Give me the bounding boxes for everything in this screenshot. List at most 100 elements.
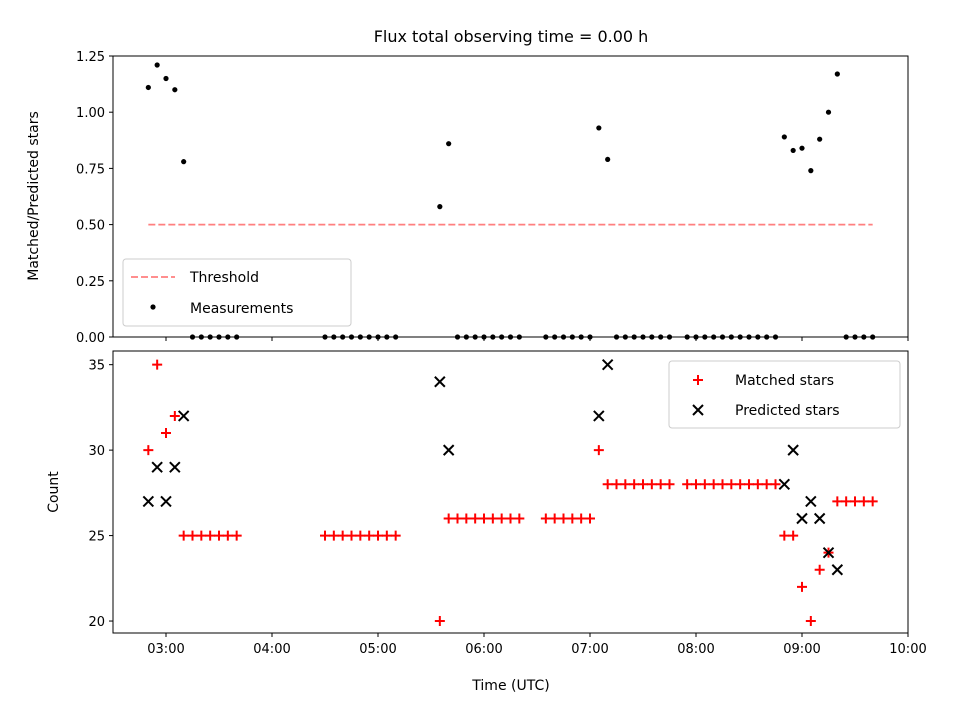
matched-point	[832, 496, 843, 507]
matched-point	[558, 513, 569, 524]
top-legend	[122, 258, 352, 327]
measurement-point	[834, 71, 840, 77]
top-panel: 0.00 0.25 0.50 0.75 1.00 1.25 Threshold Measure…	[76, 50, 909, 346]
legend-measurement-label: Measurements	[190, 301, 293, 317]
bottom-x-tick-label: 07:00	[571, 642, 608, 657]
bottom-x-tick-label: 03:00	[147, 642, 184, 657]
matched-point	[187, 530, 198, 541]
bottom-y-axis-label: Count	[46, 471, 62, 513]
matched-point	[328, 530, 339, 541]
matched-point	[169, 410, 180, 421]
predicted-point	[778, 478, 791, 491]
legend-predicted-label: Predicted stars	[735, 403, 840, 419]
matched-point	[752, 479, 763, 490]
matched-point	[726, 479, 737, 490]
matched-point	[487, 513, 498, 524]
legend-predicted-swatch	[692, 404, 704, 416]
matched-point	[479, 513, 489, 524]
top-y-tick-label: 0.25	[76, 275, 105, 290]
matched-point	[593, 445, 604, 456]
measurement-point	[605, 156, 611, 163]
predicted-point	[142, 495, 155, 508]
matched-point	[638, 479, 648, 490]
bottom-frame	[112, 350, 909, 634]
matched-point	[646, 479, 657, 490]
predicted-point	[151, 461, 163, 473]
predicted-point	[177, 410, 190, 422]
top-y-tick-label: 1.00	[76, 106, 105, 121]
measurement-point	[163, 75, 169, 82]
matched-point	[611, 479, 622, 490]
matched-point	[540, 513, 551, 524]
predicted-point	[434, 376, 446, 388]
matched-point	[699, 479, 710, 490]
matched-point	[717, 479, 728, 490]
matched-point	[470, 513, 481, 524]
matched-point	[761, 479, 772, 490]
matched-point	[452, 513, 463, 524]
legend-measurement-swatch	[150, 304, 156, 310]
matched-point	[691, 479, 701, 490]
bottom-legend	[668, 360, 901, 429]
matched-point	[788, 530, 799, 541]
predicted-point	[796, 512, 808, 525]
matched-point	[664, 479, 675, 490]
predicted-point	[160, 495, 172, 508]
predicted-point	[805, 495, 817, 508]
predicted-point	[442, 444, 455, 456]
top-y-tick-label: 1.25	[76, 50, 105, 65]
bottom-panel: 03:00 04:00 05:00 06:00 07:00 08:00 09:00 10:00…	[88, 350, 927, 657]
measurement-point	[808, 168, 814, 174]
measurement-point	[145, 84, 151, 91]
matched-point	[390, 530, 401, 541]
measurement-point	[596, 125, 602, 131]
measurement-point	[825, 109, 832, 115]
matched-point	[373, 530, 383, 541]
matched-point	[805, 616, 816, 627]
matched-point	[205, 530, 216, 541]
matched-point	[549, 513, 560, 524]
predicted-point	[831, 564, 844, 576]
bottom-x-tick-label: 10:00	[889, 642, 926, 657]
legend-threshold-label: Threshold	[189, 270, 259, 286]
matched-point	[364, 530, 375, 541]
matched-point	[629, 479, 640, 490]
measurement-point	[790, 147, 796, 154]
matched-point	[779, 530, 790, 541]
matched-point	[434, 616, 445, 627]
matched-point	[143, 445, 154, 456]
matched-point	[814, 564, 825, 575]
measurement-point	[799, 145, 805, 151]
matched-point	[858, 496, 869, 507]
matched-point	[514, 513, 525, 524]
matched-point	[152, 359, 163, 370]
top-frame	[112, 55, 909, 338]
top-y-axis-label: Matched/Predicted stars	[26, 111, 42, 281]
measurement-point	[181, 159, 187, 165]
matched-point	[355, 530, 366, 541]
matched-point	[320, 530, 330, 541]
matched-point	[567, 513, 578, 524]
measurement-point	[172, 87, 178, 93]
chart-title: Flux total observing time = 0.00 h	[374, 27, 649, 46]
measurement-point	[437, 204, 443, 210]
bottom-x-tick-label: 05:00	[359, 642, 396, 657]
matched-point	[655, 479, 666, 490]
matched-point	[797, 581, 807, 592]
bottom-y-tick-label: 30	[88, 444, 105, 459]
bottom-y-tick-label: 25	[88, 530, 105, 545]
predicted-point	[169, 461, 181, 473]
matched-point	[178, 530, 189, 541]
predicted-point	[601, 358, 614, 371]
top-y-tick-label: 0.00	[76, 331, 105, 346]
measurement-point	[446, 141, 452, 147]
matched-point	[381, 530, 392, 541]
bottom-y-tick-label: 20	[88, 615, 105, 630]
bottom-x-tick-label: 06:00	[465, 642, 502, 657]
matched-point	[585, 513, 595, 524]
matched-point	[841, 496, 852, 507]
matched-point	[505, 513, 516, 524]
matched-point	[708, 479, 719, 490]
matched-point	[196, 530, 207, 541]
top-y-tick-label: 0.75	[76, 162, 105, 177]
